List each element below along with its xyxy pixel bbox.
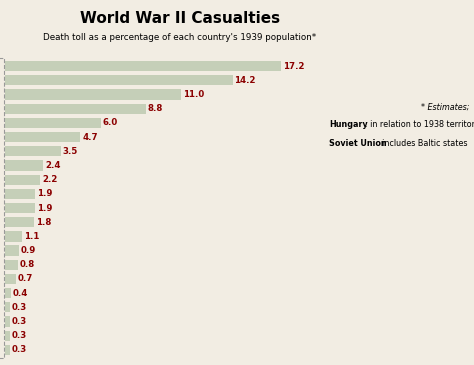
Text: Hungary: Hungary bbox=[329, 120, 368, 130]
Text: 1.1: 1.1 bbox=[24, 232, 40, 241]
Text: World War II Casualties: World War II Casualties bbox=[80, 11, 280, 26]
Bar bbox=[5, 246, 19, 256]
Text: 2.4: 2.4 bbox=[45, 161, 61, 170]
Bar bbox=[5, 89, 181, 100]
Bar bbox=[5, 160, 43, 170]
Text: 8.8: 8.8 bbox=[148, 104, 163, 113]
Bar bbox=[5, 217, 34, 227]
Bar bbox=[5, 104, 146, 114]
Text: 1.9: 1.9 bbox=[37, 204, 53, 212]
Bar bbox=[5, 118, 101, 128]
Text: 0.7: 0.7 bbox=[18, 274, 33, 284]
Text: 11.0: 11.0 bbox=[183, 90, 204, 99]
Text: Death toll as a percentage of each country's 1939 population*: Death toll as a percentage of each count… bbox=[44, 33, 317, 42]
Text: 2.2: 2.2 bbox=[42, 175, 57, 184]
Text: 0.9: 0.9 bbox=[21, 246, 36, 255]
Bar bbox=[5, 288, 11, 298]
Text: 0.8: 0.8 bbox=[19, 260, 35, 269]
Text: Soviet Union: Soviet Union bbox=[329, 139, 387, 148]
Bar bbox=[5, 75, 233, 85]
Text: 4.7: 4.7 bbox=[82, 132, 98, 142]
Bar bbox=[5, 174, 40, 185]
Text: 17.2: 17.2 bbox=[283, 62, 304, 71]
Bar bbox=[5, 146, 61, 157]
Text: 1.9: 1.9 bbox=[37, 189, 53, 198]
Text: 14.2: 14.2 bbox=[235, 76, 256, 85]
Text: : includes Baltic states: : includes Baltic states bbox=[377, 139, 467, 148]
Bar bbox=[5, 345, 9, 355]
Text: 0.3: 0.3 bbox=[11, 317, 27, 326]
Bar bbox=[5, 274, 16, 284]
Bar bbox=[5, 302, 9, 312]
Bar bbox=[5, 61, 281, 71]
Bar bbox=[5, 132, 80, 142]
Bar bbox=[5, 260, 18, 270]
Text: 0.3: 0.3 bbox=[11, 331, 27, 340]
Text: * Estimates;: * Estimates; bbox=[421, 102, 469, 111]
Text: 6.0: 6.0 bbox=[103, 118, 118, 127]
Text: 0.3: 0.3 bbox=[11, 303, 27, 312]
Text: : in relation to 1938 territory and population;: : in relation to 1938 territory and popu… bbox=[365, 120, 474, 130]
Bar bbox=[5, 203, 35, 213]
Text: 3.5: 3.5 bbox=[63, 147, 78, 156]
Text: 0.3: 0.3 bbox=[11, 345, 27, 354]
Bar bbox=[5, 331, 9, 341]
Text: 1.8: 1.8 bbox=[36, 218, 51, 227]
Bar bbox=[5, 231, 22, 242]
Bar bbox=[5, 316, 9, 327]
Bar bbox=[5, 189, 35, 199]
Text: 0.4: 0.4 bbox=[13, 289, 28, 298]
